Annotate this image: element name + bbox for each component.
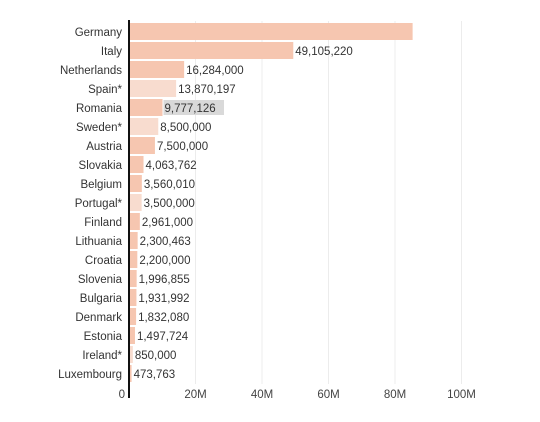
- category-label: Romania: [76, 103, 123, 115]
- category-label: Italy: [101, 46, 122, 58]
- value-label: 1,996,855: [139, 274, 190, 286]
- value-label: 2,300,463: [140, 236, 191, 248]
- bar: [130, 156, 144, 173]
- x-axis-ticks: 0 20M 40M 60M 80M 100M: [119, 389, 476, 401]
- category-label: Netherlands: [60, 65, 122, 77]
- x-tick-label: 40M: [251, 389, 273, 401]
- category-label: Slovakia: [79, 160, 123, 172]
- value-label: 16,284,000: [186, 65, 244, 77]
- bar: [130, 80, 177, 97]
- category-label: Denmark: [75, 312, 122, 324]
- category-label: Finland: [84, 217, 122, 229]
- bar: [130, 289, 137, 306]
- category-label: Slovenia: [78, 274, 123, 286]
- value-label: 2,961,000: [142, 217, 193, 229]
- x-tick-label: 0: [119, 389, 125, 401]
- bar: [130, 61, 185, 78]
- x-tick-label: 80M: [384, 389, 406, 401]
- bar: [130, 23, 413, 40]
- bar: [130, 118, 159, 135]
- value-label: 9,777,126: [165, 103, 216, 115]
- bar: [130, 308, 137, 325]
- bars: [130, 23, 413, 382]
- value-label: 7,500,000: [157, 141, 208, 153]
- category-label: Luxembourg: [58, 369, 122, 381]
- category-label: Estonia: [84, 331, 123, 343]
- bar: [130, 327, 135, 344]
- bar: [130, 270, 137, 287]
- bar: [130, 42, 294, 59]
- bar: [130, 232, 138, 249]
- value-label: 1,832,080: [138, 312, 189, 324]
- value-label: 2,200,000: [139, 255, 190, 267]
- bar: [130, 251, 138, 268]
- x-tick-label: 60M: [317, 389, 339, 401]
- value-label: 13,870,197: [178, 84, 236, 96]
- value-label: 3,560,010: [144, 179, 195, 191]
- category-label: Portugal*: [75, 198, 123, 210]
- bar: [130, 175, 142, 192]
- value-label: 49,105,220: [295, 46, 353, 58]
- category-label: Ireland*: [82, 350, 122, 362]
- bar: [130, 194, 142, 211]
- category-label: Germany: [75, 27, 123, 39]
- value-label: 3,500,000: [144, 198, 195, 210]
- value-label: 850,000: [135, 350, 177, 362]
- bar: [130, 99, 163, 116]
- category-label: Croatia: [85, 255, 123, 267]
- category-label: Sweden*: [76, 122, 123, 134]
- bar: [130, 346, 133, 363]
- value-label: 8,500,000: [160, 122, 211, 134]
- category-label: Belgium: [80, 179, 122, 191]
- bar: [130, 137, 155, 154]
- category-label: Austria: [86, 141, 122, 153]
- labels: Germany Italy 49,105,220 Netherlands 16,284,…: [58, 27, 353, 381]
- category-label: Lithuania: [75, 236, 122, 248]
- x-tick-label: 20M: [184, 389, 206, 401]
- value-label-highlight: [163, 100, 225, 115]
- bar: [130, 365, 132, 382]
- bar: [130, 213, 140, 230]
- value-label: 1,497,724: [137, 331, 189, 343]
- category-label: Bulgaria: [80, 293, 123, 305]
- value-label: 1,931,992: [138, 293, 189, 305]
- value-label: 473,763: [134, 369, 176, 381]
- category-label: Spain*: [88, 84, 122, 96]
- value-label: 4,063,762: [146, 160, 197, 172]
- gridlines: [195, 21, 462, 384]
- x-tick-label: 100M: [447, 389, 476, 401]
